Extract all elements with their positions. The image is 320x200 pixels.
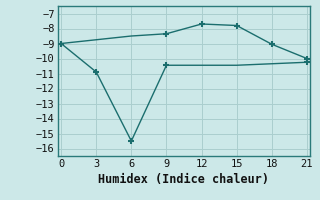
X-axis label: Humidex (Indice chaleur): Humidex (Indice chaleur) bbox=[99, 173, 269, 186]
